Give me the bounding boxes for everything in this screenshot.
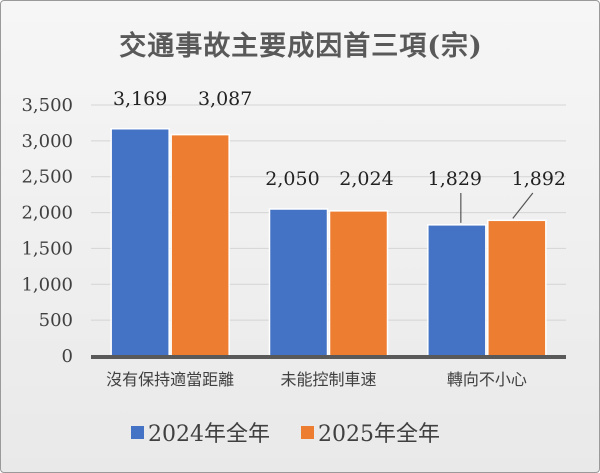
y-tick-label: 1,000 <box>21 274 73 295</box>
legend-swatch <box>301 426 314 439</box>
bars <box>110 127 547 357</box>
gridlines <box>91 104 566 321</box>
bar <box>110 127 170 357</box>
y-axis-ticks: 0 500 1,000 1,500 2,000 2,500 3,000 3,500 <box>21 95 73 367</box>
bar <box>170 133 230 357</box>
legend-swatch <box>131 426 144 439</box>
bar <box>487 219 547 357</box>
y-tick-label: 500 <box>39 310 73 331</box>
category-label: 未能控制車速 <box>280 370 376 389</box>
data-label: 2,024 <box>339 168 393 190</box>
y-tick-label: 3,500 <box>21 95 73 116</box>
bar <box>268 208 329 357</box>
y-tick-label: 0 <box>62 346 73 367</box>
y-tick-label: 3,000 <box>21 131 73 152</box>
category-label: 轉向不小心 <box>447 370 527 389</box>
data-labels: 3,169 3,087 2,050 2,024 1,829 1,892 <box>113 88 566 190</box>
bar <box>427 224 487 357</box>
category-label: 沒有保持適當距離 <box>106 370 234 389</box>
legend: 2024年全年 2025年全年 <box>131 422 440 447</box>
data-label: 3,087 <box>198 88 252 110</box>
label-leader-lines <box>460 192 534 223</box>
data-label: 1,892 <box>512 168 566 190</box>
data-label: 2,050 <box>265 168 319 190</box>
y-tick-label: 2,000 <box>21 203 73 224</box>
chart-title: 交通事故主要成因首三項(宗) <box>119 30 483 62</box>
legend-label: 2025年全年 <box>318 422 440 447</box>
leader-line <box>512 192 534 219</box>
y-tick-label: 1,500 <box>21 238 73 259</box>
category-labels: 沒有保持適當距離 未能控制車速 轉向不小心 <box>106 370 527 389</box>
data-label: 1,829 <box>428 168 482 190</box>
legend-label: 2024年全年 <box>148 422 270 447</box>
data-label: 3,169 <box>113 88 167 110</box>
bar <box>328 210 389 357</box>
y-tick-label: 2,500 <box>21 167 73 188</box>
